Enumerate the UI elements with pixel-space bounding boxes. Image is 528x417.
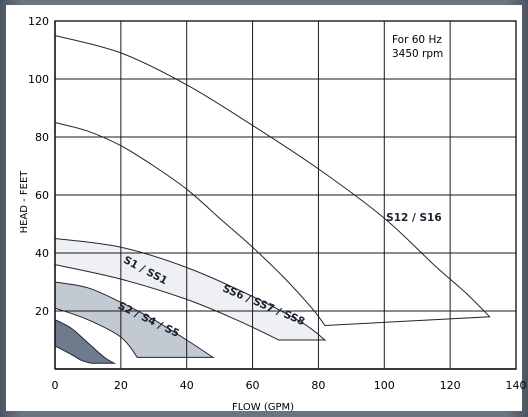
band-ss6-ss7-ss8 xyxy=(54,237,327,341)
grid-lines xyxy=(54,20,517,370)
y-tick-label: 20 xyxy=(35,305,49,318)
y-tick-label: 40 xyxy=(35,247,49,260)
x-tick-label: 20 xyxy=(114,379,128,392)
frequency-note: For 60 Hz 3450 rpm xyxy=(392,34,445,60)
y-tick-label: 60 xyxy=(35,189,49,202)
frequency-note-line-2: 3450 rpm xyxy=(392,48,443,60)
x-tick-label: 80 xyxy=(311,379,325,392)
y-tick-label: 100 xyxy=(28,73,49,86)
x-tick-label: 40 xyxy=(180,379,194,392)
frequency-note-line-1: For 60 Hz xyxy=(392,34,442,46)
y-tick-label: 120 xyxy=(28,15,49,28)
band-label: S12 / S16 xyxy=(386,212,442,224)
y-axis-title: HEAD - FEET xyxy=(19,170,30,234)
x-axis-title: FLOW (GPM) xyxy=(232,402,294,413)
tick-labels: 0 20 40 60 80 100 120 140 20 40 60 80 100 120 xyxy=(28,15,527,392)
x-tick-label: 120 xyxy=(440,379,461,392)
x-tick-label: 100 xyxy=(374,379,395,392)
band-s1-ss1 xyxy=(54,318,117,364)
x-tick-label: 140 xyxy=(506,379,527,392)
plot-border xyxy=(54,20,517,370)
x-tick-label: 60 xyxy=(246,379,260,392)
y-tick-label: 80 xyxy=(35,131,49,144)
x-tick-label: 0 xyxy=(52,379,59,392)
